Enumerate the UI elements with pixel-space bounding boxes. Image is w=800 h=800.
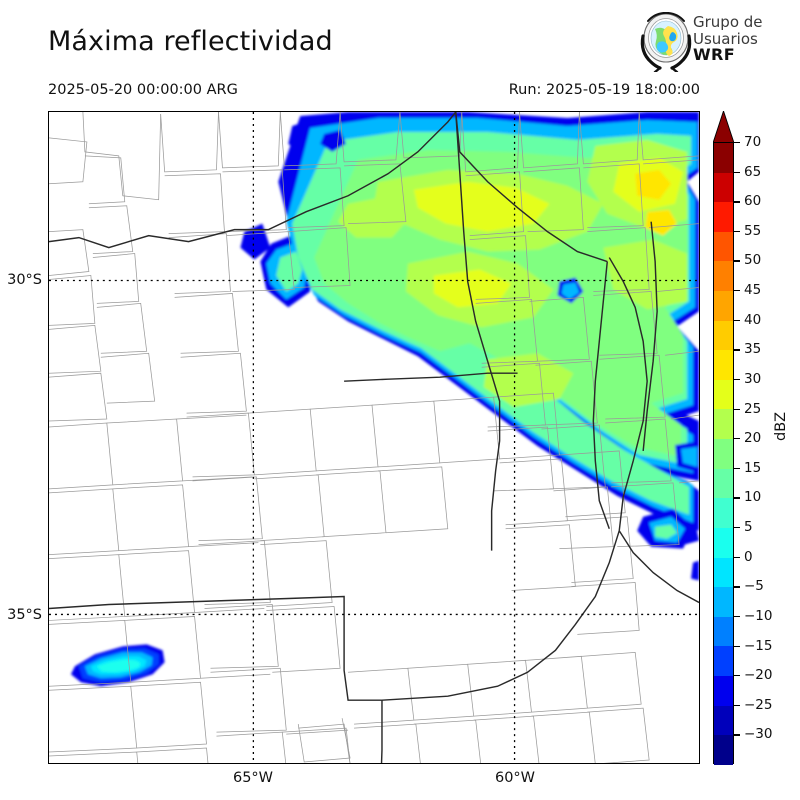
map-canvas (49, 112, 699, 763)
colorbar-band (714, 320, 733, 351)
colorbar-tick-label: 0 (744, 548, 753, 565)
colorbar-tick (734, 734, 740, 736)
colorbar-tick-label: 55 (744, 222, 762, 239)
colorbar-tick (734, 527, 740, 529)
colorbar-extend-arrow (713, 111, 734, 143)
colorbar-band (714, 143, 733, 173)
colorbar-tick-label: −10 (744, 607, 773, 624)
colorbar-band (714, 202, 733, 232)
colorbar-tick (734, 408, 740, 410)
administrative-boundaries (49, 112, 699, 763)
valid-time-label: 2025-05-20 00:00:00 ARG (48, 82, 238, 98)
colorbar-tick (734, 615, 740, 618)
colorbar-tick-label: 30 (744, 370, 762, 387)
graticule (49, 112, 699, 763)
colorbar-band (714, 439, 733, 469)
colorbar-tick (734, 675, 740, 677)
colorbar-tick (734, 438, 740, 440)
wrf-user-group-globe-emblem (640, 12, 692, 72)
colorbar-tick (734, 142, 740, 144)
wrf-user-group-logo: Grupo de Usuarios WRF (637, 12, 797, 74)
colorbar-band (714, 172, 733, 203)
colorbar-tick (734, 201, 740, 203)
colorbar-band (714, 646, 733, 676)
colorbar-band (714, 409, 733, 440)
logo-line-2: Usuarios (693, 29, 758, 48)
colorbar-tick-label: 65 (744, 163, 762, 180)
reflectivity-map-plot (48, 111, 700, 764)
run-time-label: Run: 2025-05-19 18:00:00 (508, 82, 700, 98)
colorbar-tick-label: 50 (744, 252, 762, 269)
colorbar-tick (734, 230, 740, 233)
page-title: Máxima reflectividad (48, 26, 333, 57)
colorbar-tick-label: 15 (744, 459, 762, 476)
colorbar-tick-label: 35 (744, 341, 762, 358)
colorbar-gradient (713, 142, 734, 765)
colorbar-tick-label: 5 (744, 519, 753, 536)
y-tick-label-35S: 35°S (7, 607, 42, 623)
y-tick-label-30S: 30°S (7, 272, 42, 288)
southwest-reflectivity-cell (70, 644, 165, 687)
colorbar-band (714, 379, 733, 410)
colorbar-tick (734, 290, 740, 292)
colorbar-tick-label: −25 (744, 696, 773, 713)
colorbar-tick (734, 497, 740, 499)
colorbar-tick (734, 171, 740, 173)
colorbar-band (714, 261, 733, 292)
colorbar: dBZ 70 65 60 55 50 45 40 35 30 25 20 15 10 5 0 −5 −10 −15… (713, 111, 799, 766)
colorbar-band (714, 587, 733, 617)
colorbar-band (714, 527, 733, 558)
colorbar-band (714, 291, 733, 321)
colorbar-tick-label: −15 (744, 637, 773, 654)
x-tick-label-65W: 65°W (232, 770, 274, 786)
national-boundaries (49, 112, 699, 763)
logo-line-1: Grupo de (693, 13, 763, 31)
colorbar-tick (734, 586, 740, 588)
colorbar-band (714, 350, 733, 380)
colorbar-tick (734, 645, 740, 647)
colorbar-tick-label: 40 (744, 311, 762, 328)
colorbar-tick-label: −30 (744, 726, 773, 743)
colorbar-tick (734, 467, 740, 470)
colorbar-tick-label: 70 (744, 134, 762, 150)
colorbar-band (714, 498, 733, 528)
colorbar-tick (734, 378, 740, 381)
colorbar-band (714, 468, 733, 499)
colorbar-tick-label: 10 (744, 489, 762, 506)
x-tick-label-60W: 60°W (494, 770, 536, 786)
colorbar-tick (734, 349, 740, 351)
colorbar-tick-label: −20 (744, 667, 773, 684)
colorbar-tick (734, 319, 740, 321)
colorbar-tick-label: −5 (744, 578, 764, 595)
colorbar-tick (734, 556, 740, 558)
colorbar-band (714, 231, 733, 262)
colorbar-band (714, 735, 733, 765)
logo-line-3: WRF (693, 45, 736, 64)
colorbar-tick-label: 25 (744, 400, 762, 417)
colorbar-tick-label: 45 (744, 282, 762, 299)
colorbar-title: dBZ (773, 411, 789, 441)
colorbar-tick-label: 60 (744, 193, 762, 210)
colorbar-tick-label: 20 (744, 430, 762, 447)
colorbar-band (714, 675, 733, 706)
colorbar-tick (734, 260, 740, 262)
colorbar-band (714, 705, 733, 736)
colorbar-band (714, 557, 733, 588)
colorbar-tick (734, 704, 740, 707)
colorbar-band (714, 616, 733, 647)
